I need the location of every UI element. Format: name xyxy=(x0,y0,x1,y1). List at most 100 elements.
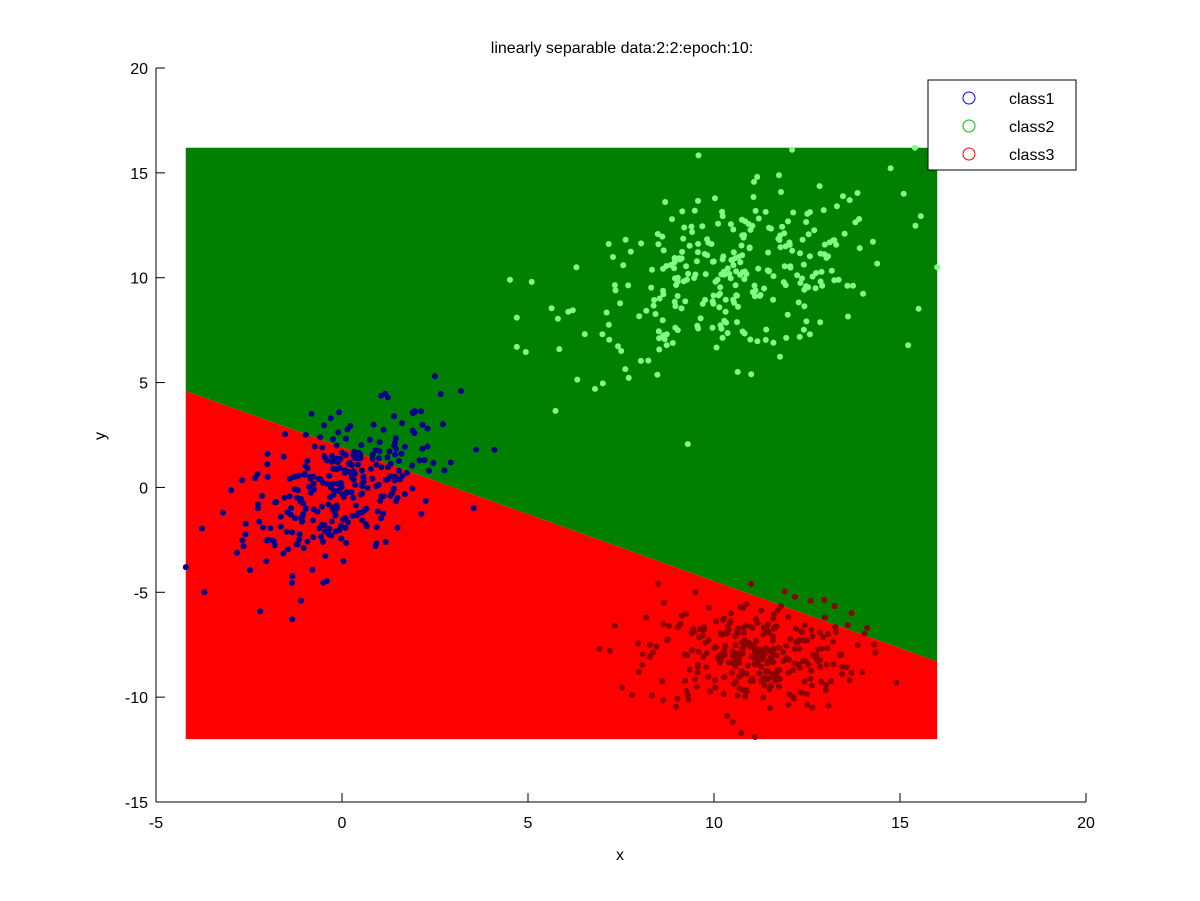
data-point xyxy=(528,278,535,285)
data-point xyxy=(770,645,777,652)
data-point xyxy=(281,494,288,501)
data-point xyxy=(684,441,691,448)
data-point xyxy=(793,625,799,632)
data-point xyxy=(264,473,271,480)
data-point xyxy=(787,263,794,270)
data-point xyxy=(350,451,357,458)
data-point xyxy=(343,539,350,546)
data-point xyxy=(358,442,365,449)
data-point xyxy=(705,239,712,246)
data-point xyxy=(912,222,919,229)
data-point xyxy=(887,165,894,172)
data-point xyxy=(288,511,295,518)
data-point xyxy=(599,331,606,338)
data-point xyxy=(839,671,846,677)
data-point xyxy=(681,224,688,231)
data-point xyxy=(277,513,284,520)
data-point xyxy=(740,624,747,631)
data-point xyxy=(659,317,666,324)
data-point xyxy=(338,535,345,542)
data-point xyxy=(787,636,794,643)
data-point xyxy=(674,293,681,299)
data-point xyxy=(742,693,749,700)
data-point xyxy=(321,422,328,429)
data-point xyxy=(689,647,696,654)
data-point xyxy=(713,618,720,625)
data-point xyxy=(736,685,743,692)
data-point xyxy=(419,421,426,428)
data-point xyxy=(622,366,629,373)
data-point xyxy=(719,616,726,623)
data-point xyxy=(491,446,498,453)
data-point xyxy=(328,518,335,525)
data-point xyxy=(846,677,853,684)
data-point xyxy=(377,497,384,504)
data-point xyxy=(782,243,789,250)
data-point xyxy=(682,298,689,305)
data-point xyxy=(673,703,680,710)
data-point xyxy=(656,346,663,353)
data-point xyxy=(228,487,235,494)
data-point xyxy=(825,631,832,638)
data-point xyxy=(808,682,815,689)
data-point xyxy=(612,287,619,294)
data-point xyxy=(656,295,663,302)
data-point xyxy=(801,303,808,310)
data-point xyxy=(691,207,698,214)
data-point xyxy=(739,645,746,652)
data-point xyxy=(513,343,520,350)
data-point xyxy=(298,597,305,604)
data-point xyxy=(783,334,790,341)
data-point xyxy=(680,278,687,285)
data-point xyxy=(302,462,309,469)
data-point xyxy=(366,436,373,443)
data-point xyxy=(373,483,380,490)
data-point xyxy=(721,651,728,658)
data-point xyxy=(326,525,333,532)
data-point xyxy=(800,326,807,333)
data-point xyxy=(639,651,646,658)
data-point xyxy=(395,467,402,474)
data-point xyxy=(716,654,723,661)
x-tick-label: 15 xyxy=(891,815,909,832)
data-point xyxy=(807,675,814,682)
data-point xyxy=(765,268,772,275)
data-point xyxy=(565,308,572,315)
data-point xyxy=(338,484,345,490)
data-point xyxy=(805,231,812,238)
data-point xyxy=(797,664,803,671)
data-point xyxy=(314,508,321,515)
data-point xyxy=(828,678,834,685)
data-point xyxy=(340,558,347,565)
data-point xyxy=(751,282,758,289)
data-point xyxy=(297,498,304,505)
data-point xyxy=(872,649,879,656)
data-point xyxy=(259,493,265,499)
data-point xyxy=(761,285,768,292)
data-point xyxy=(329,458,335,465)
data-point xyxy=(619,684,626,691)
data-point xyxy=(761,682,768,689)
data-point xyxy=(823,661,830,668)
data-point xyxy=(390,485,397,492)
data-point xyxy=(674,327,681,334)
data-point xyxy=(343,435,349,442)
data-point xyxy=(784,311,791,318)
data-point xyxy=(817,657,823,664)
data-point xyxy=(824,645,831,652)
data-point xyxy=(611,622,618,629)
data-point xyxy=(286,493,293,500)
data-point xyxy=(239,537,246,544)
data-point xyxy=(325,501,332,508)
data-point xyxy=(819,282,826,289)
data-point xyxy=(263,558,270,565)
data-point xyxy=(760,631,767,638)
legend-label-class1: class1 xyxy=(1009,91,1054,108)
data-point xyxy=(310,534,317,541)
data-point xyxy=(818,268,825,275)
data-point xyxy=(256,518,263,525)
data-point xyxy=(664,636,671,643)
data-point xyxy=(755,646,762,652)
data-point xyxy=(846,197,853,204)
